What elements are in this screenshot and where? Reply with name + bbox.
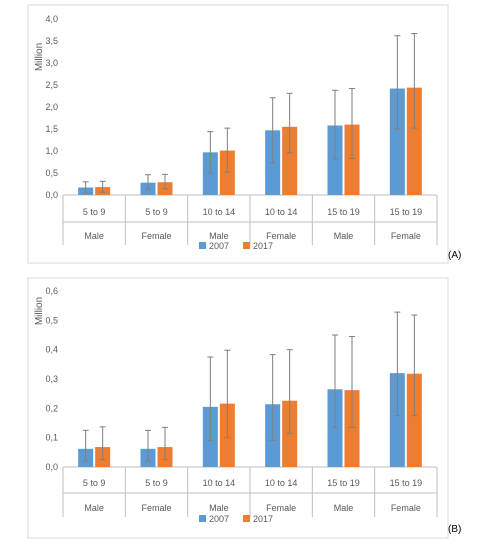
legend-label-2007: 2007 xyxy=(209,241,229,251)
bar-2017 xyxy=(282,400,298,467)
bar-2007 xyxy=(202,152,218,195)
bar-2017 xyxy=(406,87,422,195)
y-axis-label: Million xyxy=(34,297,45,325)
x-group-label: Female xyxy=(391,231,421,241)
bar-2017 xyxy=(344,390,360,467)
legend-swatch-2017 xyxy=(243,242,250,249)
x-group-label: Female xyxy=(391,503,421,513)
x-group-label: Male xyxy=(84,503,104,513)
bar-2017 xyxy=(219,150,235,195)
x-group-label: Female xyxy=(266,231,296,241)
y-tick-label: 0,5 xyxy=(45,315,58,325)
bar-2017 xyxy=(406,373,422,467)
y-tick-label: 0,1 xyxy=(45,433,58,443)
legend-label-2007: 2007 xyxy=(209,514,229,524)
legend-swatch-2007 xyxy=(199,242,206,249)
bar-2007 xyxy=(327,389,343,467)
bar-2007 xyxy=(389,373,405,467)
x-tick-label: 5 to 9 xyxy=(83,207,106,217)
x-group-label: Female xyxy=(141,503,171,513)
y-tick-label: 2,5 xyxy=(45,80,58,90)
bar-2007 xyxy=(389,88,405,195)
y-tick-label: 3,5 xyxy=(45,36,58,46)
x-group-label: Male xyxy=(334,231,354,241)
bar-2007 xyxy=(327,125,343,195)
chart-frame xyxy=(27,277,449,539)
panel-label: (A) xyxy=(448,250,461,261)
y-axis-label: Million xyxy=(34,43,45,71)
panel-label: (B) xyxy=(448,524,461,535)
x-tick-label: 10 to 14 xyxy=(203,207,236,217)
bar-2017 xyxy=(344,124,360,195)
x-tick-label: 5 to 9 xyxy=(83,478,106,488)
chart-frame xyxy=(27,4,449,264)
chart-panel-a: 0,0 0,5 1,0 1,5 2,0 2,5 3,0 3,5 4,0 Million 5 to 9… xyxy=(27,4,461,264)
x-tick-label: 5 to 9 xyxy=(145,478,168,488)
y-tick-label: 0,6 xyxy=(45,286,58,296)
x-group-label: Male xyxy=(334,503,354,513)
legend-label-2017: 2017 xyxy=(253,241,273,251)
x-tick-label: 15 to 19 xyxy=(390,207,423,217)
y-tick-label: 3,0 xyxy=(45,58,58,68)
y-tick-label: 0,2 xyxy=(45,403,58,413)
y-tick-label: 1,0 xyxy=(45,146,58,156)
legend-label-2017: 2017 xyxy=(253,514,273,524)
y-tick-label: 1,5 xyxy=(45,124,58,134)
y-tick-label: 0,3 xyxy=(45,374,58,384)
x-group-label: Male xyxy=(84,231,104,241)
y-tick-label: 2,0 xyxy=(45,102,58,112)
x-group-label: Female xyxy=(141,231,171,241)
x-tick-label: 10 to 14 xyxy=(265,207,298,217)
x-tick-label: 15 to 19 xyxy=(327,478,360,488)
legend-swatch-2017 xyxy=(243,515,250,522)
x-tick-label: 15 to 19 xyxy=(390,478,423,488)
x-tick-label: 10 to 14 xyxy=(265,478,298,488)
x-group-label: Male xyxy=(209,231,229,241)
y-tick-label: 4,0 xyxy=(45,14,58,24)
y-tick-label: 0,0 xyxy=(45,462,58,472)
bar-2017 xyxy=(282,126,298,195)
x-tick-label: 15 to 19 xyxy=(327,207,360,217)
y-tick-label: 0,0 xyxy=(45,190,58,200)
x-tick-label: 10 to 14 xyxy=(203,478,236,488)
x-group-label: Male xyxy=(209,503,229,513)
y-tick-label: 0,4 xyxy=(45,345,58,355)
y-tick-label: 0,5 xyxy=(45,168,58,178)
x-tick-label: 5 to 9 xyxy=(145,207,168,217)
x-group-label: Female xyxy=(266,503,296,513)
legend-swatch-2007 xyxy=(199,515,206,522)
